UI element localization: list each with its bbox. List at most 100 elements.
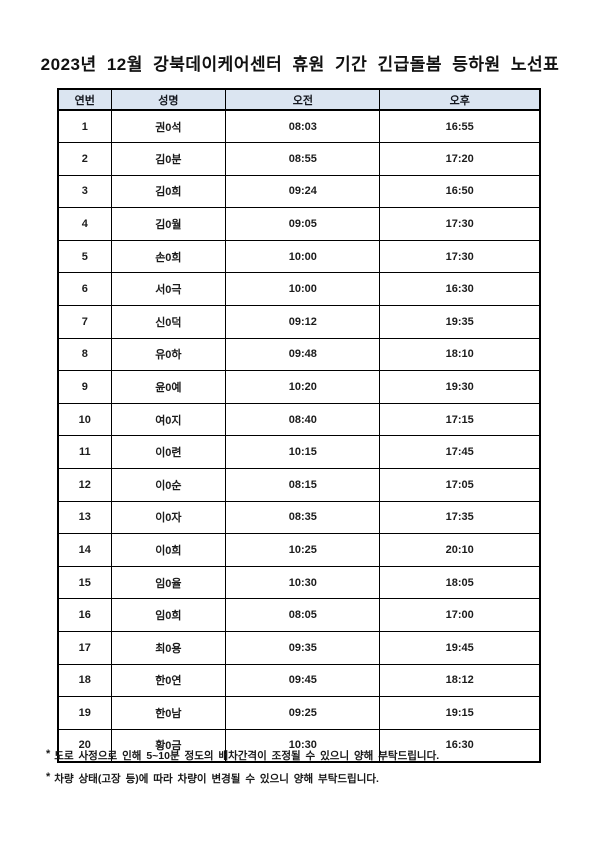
cell-morning-time: 08:40 bbox=[225, 402, 381, 437]
cell-serial-number: 8 bbox=[57, 337, 112, 372]
cell-afternoon-time: 18:12 bbox=[379, 663, 541, 698]
cell-serial-number: 18 bbox=[57, 663, 112, 698]
table-row: 2 김0분 08:55 17:20 bbox=[57, 142, 541, 176]
table-row: 7 신0덕 09:12 19:35 bbox=[57, 305, 541, 339]
cell-afternoon-time: 17:15 bbox=[379, 402, 541, 437]
cell-morning-time: 09:35 bbox=[225, 631, 381, 665]
cell-name: 서0극 bbox=[110, 272, 227, 307]
cell-name: 윤0예 bbox=[110, 370, 227, 404]
footnote-text: 차량 상태(고장 등)에 따라 차량이 변경될 수 있으니 양해 부탁드립니다. bbox=[54, 773, 379, 785]
cell-afternoon-time: 20:10 bbox=[379, 533, 541, 567]
cell-name: 이0희 bbox=[110, 533, 227, 567]
cell-serial-number: 13 bbox=[57, 500, 112, 535]
cell-serial-number: 9 bbox=[57, 370, 112, 404]
table-row: 9 윤0예 10:20 19:30 bbox=[57, 370, 541, 404]
table-row: 1 권0석 08:03 16:55 bbox=[57, 109, 541, 144]
cell-morning-time: 10:30 bbox=[225, 565, 381, 600]
header-cell-no: 연번 bbox=[57, 88, 112, 111]
cell-morning-time: 08:35 bbox=[225, 500, 381, 535]
cell-serial-number: 2 bbox=[57, 142, 112, 176]
table-row: 11 이0련 10:15 17:45 bbox=[57, 435, 541, 470]
cell-serial-number: 16 bbox=[57, 598, 112, 632]
asterisk-bullet: * bbox=[46, 748, 51, 760]
cell-serial-number: 4 bbox=[57, 207, 112, 241]
table-row: 5 손0희 10:00 17:30 bbox=[57, 239, 541, 274]
cell-name: 김0분 bbox=[110, 142, 227, 176]
cell-serial-number: 10 bbox=[57, 402, 112, 437]
cell-morning-time: 10:00 bbox=[225, 272, 381, 307]
table-row: 14 이0희 10:25 20:10 bbox=[57, 533, 541, 567]
cell-serial-number: 1 bbox=[57, 109, 112, 144]
cell-serial-number: 6 bbox=[57, 272, 112, 307]
header-row: 연번 성명 오전 오후 bbox=[57, 88, 541, 111]
footnote-vehicle-conditions: * 차량 상태(고장 등)에 따라 차량이 변경될 수 있으니 양해 부탁드립니다… bbox=[46, 771, 566, 786]
cell-serial-number: 12 bbox=[57, 468, 112, 502]
cell-afternoon-time: 19:35 bbox=[379, 305, 541, 339]
cell-name: 최0용 bbox=[110, 631, 227, 665]
table-row: 10 여0지 08:40 17:15 bbox=[57, 402, 541, 437]
cell-morning-time: 08:55 bbox=[225, 142, 381, 176]
cell-serial-number: 7 bbox=[57, 305, 112, 339]
cell-serial-number: 11 bbox=[57, 435, 112, 470]
footnote-text: 도로 사정으로 인해 5~10분 정도의 배차간격이 조정될 수 있으니 양해 … bbox=[54, 750, 440, 762]
table-row: 6 서0극 10:00 16:30 bbox=[57, 272, 541, 307]
cell-afternoon-time: 19:30 bbox=[379, 370, 541, 404]
header-cell-am: 오전 bbox=[225, 88, 381, 111]
cell-serial-number: 14 bbox=[57, 533, 112, 567]
cell-morning-time: 09:25 bbox=[225, 696, 381, 730]
cell-afternoon-time: 17:00 bbox=[379, 598, 541, 632]
cell-serial-number: 15 bbox=[57, 565, 112, 600]
page-title: 2023년 12월 강북데이케어센터 휴원 기간 긴급돌봄 등하원 노선표 bbox=[40, 55, 560, 74]
roster-table: 연번 성명 오전 오후 1 권0석 08:03 16:55 2 김0분 08:5… bbox=[57, 88, 541, 763]
table-row: 18 한0연 09:45 18:12 bbox=[57, 663, 541, 698]
cell-afternoon-time: 17:20 bbox=[379, 142, 541, 176]
cell-name: 임0희 bbox=[110, 598, 227, 632]
table-row: 4 김0월 09:05 17:30 bbox=[57, 207, 541, 241]
cell-name: 신0덕 bbox=[110, 305, 227, 339]
cell-morning-time: 09:45 bbox=[225, 663, 381, 698]
cell-morning-time: 09:05 bbox=[225, 207, 381, 241]
cell-afternoon-time: 19:45 bbox=[379, 631, 541, 665]
cell-afternoon-time: 17:30 bbox=[379, 239, 541, 274]
cell-name: 김0희 bbox=[110, 174, 227, 209]
roster-table-head: 연번 성명 오전 오후 bbox=[57, 88, 541, 111]
asterisk-bullet: * bbox=[46, 771, 51, 783]
cell-morning-time: 09:48 bbox=[225, 337, 381, 372]
cell-morning-time: 09:24 bbox=[225, 174, 381, 209]
cell-morning-time: 10:30 bbox=[225, 728, 381, 763]
header-cell-pm: 오후 bbox=[379, 88, 541, 111]
table-row: 3 김0희 09:24 16:50 bbox=[57, 174, 541, 209]
cell-name: 손0희 bbox=[110, 239, 227, 274]
cell-afternoon-time: 16:55 bbox=[379, 109, 541, 144]
cell-afternoon-time: 17:35 bbox=[379, 500, 541, 535]
cell-name: 한0연 bbox=[110, 663, 227, 698]
footnotes: * 도로 사정으로 인해 5~10분 정도의 배차간격이 조정될 수 있으니 양해… bbox=[46, 748, 566, 794]
cell-afternoon-time: 16:50 bbox=[379, 174, 541, 209]
cell-afternoon-time: 17:45 bbox=[379, 435, 541, 470]
cell-afternoon-time: 19:15 bbox=[379, 696, 541, 730]
table-row: 19 한0남 09:25 19:15 bbox=[57, 696, 541, 730]
cell-morning-time: 09:12 bbox=[225, 305, 381, 339]
header-cell-name: 성명 bbox=[110, 88, 227, 111]
cell-morning-time: 10:25 bbox=[225, 533, 381, 567]
table-row: 16 임0희 08:05 17:00 bbox=[57, 598, 541, 632]
table-row: 15 임0율 10:30 18:05 bbox=[57, 565, 541, 600]
cell-name: 임0율 bbox=[110, 565, 227, 600]
cell-morning-time: 08:15 bbox=[225, 468, 381, 502]
cell-morning-time: 10:00 bbox=[225, 239, 381, 274]
cell-name: 이0련 bbox=[110, 435, 227, 470]
cell-name: 한0남 bbox=[110, 696, 227, 730]
cell-morning-time: 10:15 bbox=[225, 435, 381, 470]
cell-afternoon-time: 18:05 bbox=[379, 565, 541, 600]
cell-morning-time: 08:03 bbox=[225, 109, 381, 144]
cell-afternoon-time: 17:30 bbox=[379, 207, 541, 241]
cell-name: 여0지 bbox=[110, 402, 227, 437]
cell-serial-number: 5 bbox=[57, 239, 112, 274]
cell-serial-number: 20 bbox=[57, 728, 112, 763]
cell-name: 이0자 bbox=[110, 500, 227, 535]
cell-morning-time: 08:05 bbox=[225, 598, 381, 632]
cell-name: 김0월 bbox=[110, 207, 227, 241]
cell-serial-number: 17 bbox=[57, 631, 112, 665]
table-row: 12 이0순 08:15 17:05 bbox=[57, 468, 541, 502]
